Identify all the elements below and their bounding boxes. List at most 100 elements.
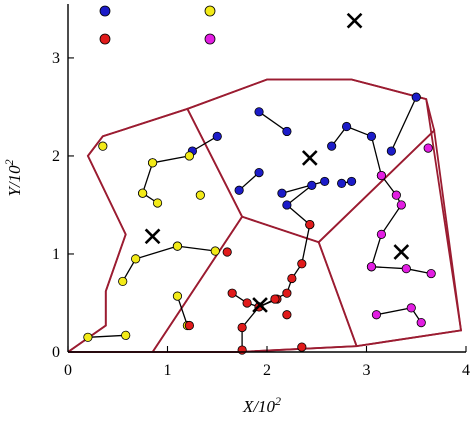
center-cross-marker (144, 228, 161, 245)
magenta-point (366, 262, 377, 272)
blue-point (346, 176, 357, 187)
y-axis-label: Y/102 (2, 159, 24, 196)
yellow-path (177, 245, 216, 252)
blue-point (411, 92, 421, 102)
blue-point (337, 178, 347, 188)
blue-point (277, 188, 287, 198)
blue-point (307, 180, 317, 190)
red-point (242, 298, 252, 308)
magenta-point (423, 143, 433, 153)
red-point (297, 342, 307, 352)
center-cross-marker (301, 150, 318, 166)
y-tick-label: 2 (52, 148, 60, 165)
blue-point (320, 176, 330, 187)
legend-swatch (204, 33, 216, 45)
magenta-point (371, 310, 382, 320)
magenta-point (396, 200, 406, 210)
y-tick-label: 3 (52, 50, 60, 67)
red-point (282, 288, 292, 298)
region-boundary-magenta (317, 128, 463, 348)
blue-path (258, 111, 288, 132)
yellow-point (195, 190, 205, 200)
y-tick-label: 0 (52, 344, 60, 361)
yellow-point (131, 254, 141, 264)
data-points (83, 92, 436, 355)
legend-swatch (99, 33, 111, 45)
yellow-path (141, 162, 154, 194)
blue-point (212, 131, 222, 141)
yellow-path (122, 245, 178, 282)
center-cross-stroke (301, 150, 318, 166)
blue-point (366, 131, 377, 141)
yellow-point (138, 188, 148, 198)
x-tick-label: 1 (164, 362, 172, 379)
magenta-path (370, 175, 403, 267)
red-point (237, 345, 247, 355)
yellow-point (184, 151, 194, 161)
red-point (282, 310, 292, 320)
blue-point (341, 121, 352, 132)
x-ticks: 0 1 2 3 4 (64, 346, 470, 379)
yellow-path (176, 295, 189, 326)
center-cross-stroke (346, 12, 363, 29)
red-point (227, 288, 237, 298)
magenta-point (376, 170, 387, 181)
blue-point (254, 168, 264, 178)
blue-path (192, 135, 218, 152)
yellow-point (172, 241, 183, 251)
y-tick-label: 1 (52, 246, 60, 263)
blue-point (282, 200, 292, 210)
blue-point (254, 107, 264, 117)
red-point (184, 320, 194, 331)
x-tick-label: 0 (64, 362, 72, 379)
yellow-point (152, 198, 163, 208)
x-axis-label-superscript: 2 (275, 394, 281, 408)
center-cross-stroke (252, 297, 268, 313)
yellow-point (83, 332, 93, 342)
blue-point (327, 141, 337, 151)
center-cross-marker (393, 244, 410, 260)
y-ticks: 0 1 2 3 (52, 50, 74, 361)
yellow-point (98, 141, 108, 151)
red-point (222, 247, 232, 257)
center-cross-marker (346, 12, 363, 29)
y-axis-label-superscript: 2 (2, 159, 16, 165)
yellow-point (147, 158, 158, 168)
yellow-point (210, 246, 220, 256)
blue-path (331, 125, 383, 176)
center-cross-stroke (144, 228, 161, 245)
blue-point (282, 126, 292, 137)
x-tick-label: 3 (363, 362, 371, 379)
magenta-point (416, 317, 426, 328)
y-axis-label-text: Y/10 (5, 165, 24, 197)
legend (99, 5, 216, 45)
x-tick-label: 4 (462, 362, 470, 379)
region-boundary-blue (186, 78, 436, 244)
yellow-point (121, 330, 131, 340)
magenta-path (371, 266, 432, 275)
yellow-path (87, 334, 126, 338)
magenta-point (426, 268, 436, 279)
magenta-point (401, 264, 411, 274)
blue-path (281, 180, 325, 194)
red-point (270, 294, 280, 304)
red-point (297, 259, 307, 269)
legend-swatch (99, 5, 111, 17)
center-markers (144, 12, 410, 313)
legend-swatch (204, 5, 216, 17)
region-boundary-red (151, 215, 358, 353)
region-boundary-yellow (67, 107, 244, 353)
x-tick-label: 2 (263, 362, 271, 379)
magenta-point (406, 303, 416, 313)
magenta-point (391, 190, 401, 200)
blue-point (386, 146, 396, 156)
blue-point (234, 185, 244, 195)
red-point (305, 219, 315, 230)
red-point (237, 322, 247, 333)
x-axis-label-text: X/10 (242, 397, 276, 416)
red-point (287, 273, 297, 284)
magenta-point (376, 229, 387, 239)
